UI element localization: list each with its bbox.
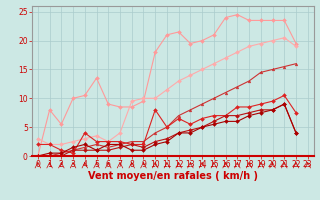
- X-axis label: Vent moyen/en rafales ( km/h ): Vent moyen/en rafales ( km/h ): [88, 171, 258, 181]
